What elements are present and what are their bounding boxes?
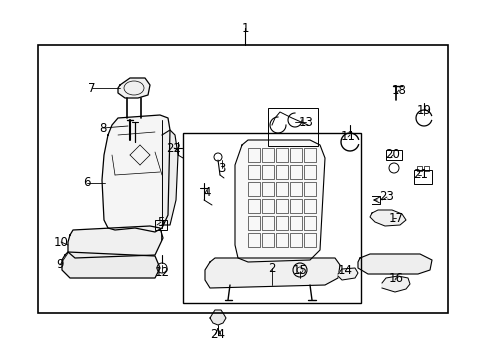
- Bar: [416, 166, 421, 171]
- Polygon shape: [369, 210, 405, 226]
- Bar: [247, 165, 260, 179]
- Bar: [275, 233, 287, 247]
- Bar: [275, 148, 287, 162]
- Bar: [423, 166, 428, 171]
- Polygon shape: [102, 115, 170, 232]
- Bar: [262, 148, 273, 162]
- Text: 14: 14: [337, 265, 352, 278]
- Text: 13: 13: [298, 116, 313, 129]
- Text: 5: 5: [157, 216, 164, 229]
- Bar: [304, 233, 315, 247]
- Bar: [289, 165, 302, 179]
- Text: 22: 22: [166, 141, 181, 154]
- Text: 7: 7: [88, 81, 96, 94]
- Text: 21: 21: [413, 168, 427, 181]
- Polygon shape: [162, 130, 178, 225]
- Bar: [275, 182, 287, 196]
- Text: 6: 6: [83, 176, 91, 189]
- Text: 17: 17: [387, 211, 403, 225]
- Polygon shape: [204, 258, 339, 288]
- Bar: [275, 199, 287, 213]
- Bar: [155, 220, 167, 230]
- Polygon shape: [209, 310, 225, 325]
- Bar: [275, 216, 287, 230]
- Text: 8: 8: [99, 122, 106, 135]
- Bar: [262, 182, 273, 196]
- Text: 3: 3: [218, 162, 225, 175]
- Bar: [247, 182, 260, 196]
- Text: 1: 1: [241, 22, 248, 35]
- Text: 10: 10: [54, 235, 68, 248]
- Text: 23: 23: [379, 190, 394, 203]
- Text: 11: 11: [340, 130, 355, 144]
- Bar: [183, 133, 360, 303]
- Bar: [304, 182, 315, 196]
- Polygon shape: [381, 276, 409, 292]
- Bar: [247, 148, 260, 162]
- Bar: [304, 199, 315, 213]
- Text: 12: 12: [154, 266, 169, 279]
- Bar: [289, 216, 302, 230]
- Text: 2: 2: [268, 261, 275, 274]
- Bar: [289, 233, 302, 247]
- Text: 19: 19: [416, 104, 430, 117]
- Text: 24: 24: [210, 328, 225, 342]
- Bar: [289, 148, 302, 162]
- Bar: [413, 170, 431, 184]
- Text: 20: 20: [385, 148, 400, 162]
- Bar: [262, 165, 273, 179]
- Bar: [275, 165, 287, 179]
- Polygon shape: [235, 140, 325, 262]
- Polygon shape: [68, 226, 163, 258]
- Bar: [267, 108, 317, 146]
- Bar: [262, 199, 273, 213]
- Bar: [262, 216, 273, 230]
- Bar: [304, 148, 315, 162]
- Bar: [304, 165, 315, 179]
- Bar: [38, 45, 447, 313]
- Text: 16: 16: [387, 271, 403, 284]
- Bar: [385, 150, 401, 160]
- Bar: [304, 216, 315, 230]
- Text: 9: 9: [56, 258, 63, 271]
- Polygon shape: [62, 252, 160, 278]
- Text: 15: 15: [292, 265, 307, 278]
- Bar: [262, 233, 273, 247]
- Polygon shape: [118, 78, 150, 98]
- Bar: [289, 182, 302, 196]
- Text: 18: 18: [391, 84, 406, 96]
- Polygon shape: [357, 254, 431, 274]
- Bar: [247, 233, 260, 247]
- Polygon shape: [337, 268, 357, 280]
- Bar: [247, 199, 260, 213]
- Bar: [247, 216, 260, 230]
- Text: 4: 4: [203, 186, 210, 199]
- Bar: [289, 199, 302, 213]
